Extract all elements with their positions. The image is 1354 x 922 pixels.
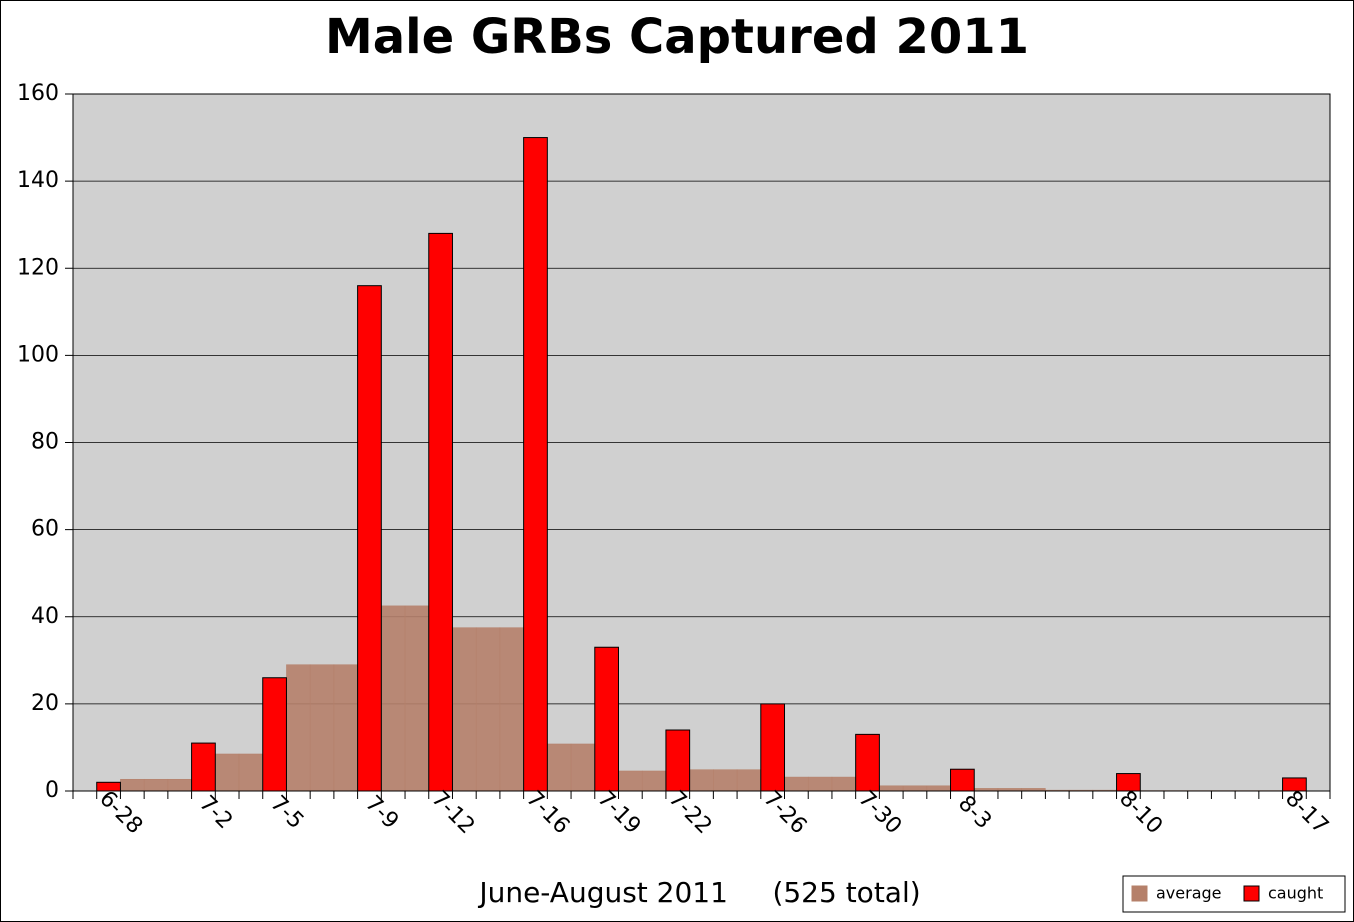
legend: average caught bbox=[1122, 875, 1346, 913]
average-bar bbox=[926, 785, 951, 792]
caught-bar bbox=[262, 677, 287, 792]
caught-bar bbox=[950, 768, 975, 792]
average-bar bbox=[879, 785, 904, 792]
average-bar bbox=[215, 753, 240, 792]
caught-bar bbox=[760, 703, 786, 792]
average-bar bbox=[381, 605, 406, 792]
average-bar bbox=[570, 743, 596, 792]
legend-swatch bbox=[1131, 885, 1148, 902]
average-bar bbox=[238, 753, 263, 792]
average-bar bbox=[309, 664, 335, 792]
legend-label: average bbox=[1156, 884, 1222, 903]
caught-bar bbox=[191, 742, 216, 792]
average-bar bbox=[902, 785, 928, 792]
average-bar bbox=[404, 605, 430, 792]
caught-bar bbox=[523, 137, 548, 792]
average-bar bbox=[807, 776, 833, 792]
caught-bar bbox=[665, 729, 691, 792]
y-tick-label: 140 bbox=[17, 168, 59, 193]
average-bar bbox=[641, 770, 667, 792]
average-bar bbox=[475, 627, 501, 792]
average-bar bbox=[713, 769, 738, 792]
caught-bar bbox=[357, 285, 382, 792]
average-bar bbox=[286, 664, 311, 792]
y-tick-label: 0 bbox=[45, 778, 59, 803]
y-tick-label: 20 bbox=[31, 691, 59, 716]
average-bar bbox=[547, 743, 572, 792]
y-tick-label: 40 bbox=[31, 604, 59, 629]
legend-box bbox=[1122, 875, 1346, 913]
y-tick-label: 120 bbox=[17, 255, 59, 280]
legend-label: caught bbox=[1268, 884, 1323, 903]
caught-bar bbox=[594, 646, 619, 792]
average-bar bbox=[120, 778, 145, 792]
y-tick-label: 80 bbox=[31, 430, 59, 455]
average-bar bbox=[831, 776, 856, 792]
chart-title: Male GRBs Captured 2011 bbox=[325, 9, 1029, 65]
legend-swatch bbox=[1243, 885, 1260, 902]
average-bar bbox=[333, 664, 358, 792]
y-tick-label: 160 bbox=[17, 81, 59, 106]
y-tick-label: 100 bbox=[17, 342, 59, 367]
average-bar bbox=[618, 770, 643, 792]
average-bar bbox=[452, 627, 477, 792]
average-bar bbox=[499, 627, 524, 792]
average-bar bbox=[689, 769, 714, 792]
average-bar bbox=[143, 778, 169, 792]
average-bar bbox=[167, 778, 192, 792]
caught-bar bbox=[428, 232, 453, 792]
average-bar bbox=[736, 769, 762, 792]
x-axis-label: June-August 2011 (525 total) bbox=[477, 876, 920, 909]
y-tick-label: 60 bbox=[31, 517, 59, 542]
average-bar bbox=[784, 776, 809, 792]
caught-bar bbox=[855, 733, 880, 792]
